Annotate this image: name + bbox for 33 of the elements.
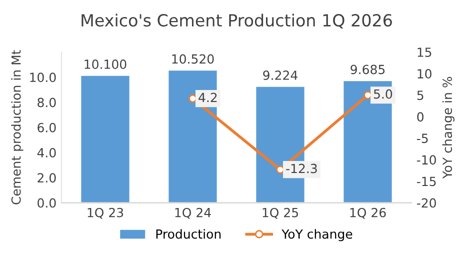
y-tick-label: 2.0 bbox=[38, 173, 56, 183]
y2-tick-label: -10 bbox=[416, 155, 436, 165]
y2-tick-label: 0 bbox=[417, 112, 424, 122]
data-label: 5.0 bbox=[374, 89, 392, 99]
data-label: 4.2 bbox=[198, 92, 217, 102]
x-tick-label: 1Q 26 bbox=[350, 208, 386, 219]
chart-title: Mexico's Cement Production 1Q 2026 bbox=[82, 14, 392, 29]
data-label: 9.224 bbox=[263, 70, 298, 80]
bar bbox=[81, 76, 130, 203]
y-tick-label: 4.0 bbox=[37, 148, 56, 158]
y2-axis-title: YoY change in % bbox=[442, 76, 454, 179]
x-tick-label: 1Q 23 bbox=[88, 208, 124, 219]
y-tick-label: 0.0 bbox=[38, 198, 56, 208]
y2-tick-label: 15 bbox=[418, 48, 432, 57]
x-tick-label: 1Q 24 bbox=[175, 208, 211, 219]
y2-tick-label: 5 bbox=[417, 90, 424, 100]
legend-label: YoY change bbox=[282, 229, 352, 242]
y2-tick-label: -5 bbox=[416, 134, 428, 144]
y-axis-title: Cement production in Mt bbox=[11, 50, 24, 204]
x-tick-label: 1Q 25 bbox=[262, 208, 298, 219]
legend-label: Production bbox=[156, 229, 221, 239]
y-tick-label: 8.0 bbox=[38, 98, 56, 108]
y2-tick-label: -20 bbox=[416, 198, 436, 208]
y2-tick-label: 10 bbox=[418, 69, 432, 79]
data-label: -12.3 bbox=[286, 164, 317, 174]
bar bbox=[168, 70, 217, 203]
y-tick-label: 10.0 bbox=[30, 72, 56, 82]
data-label: 10.100 bbox=[84, 60, 126, 69]
y2-tick-label: -15 bbox=[416, 176, 436, 186]
y-tick-label: 6.0 bbox=[38, 122, 56, 132]
data-label: 9.685 bbox=[350, 64, 385, 74]
bar bbox=[344, 81, 392, 203]
data-label: 10.520 bbox=[172, 54, 214, 64]
